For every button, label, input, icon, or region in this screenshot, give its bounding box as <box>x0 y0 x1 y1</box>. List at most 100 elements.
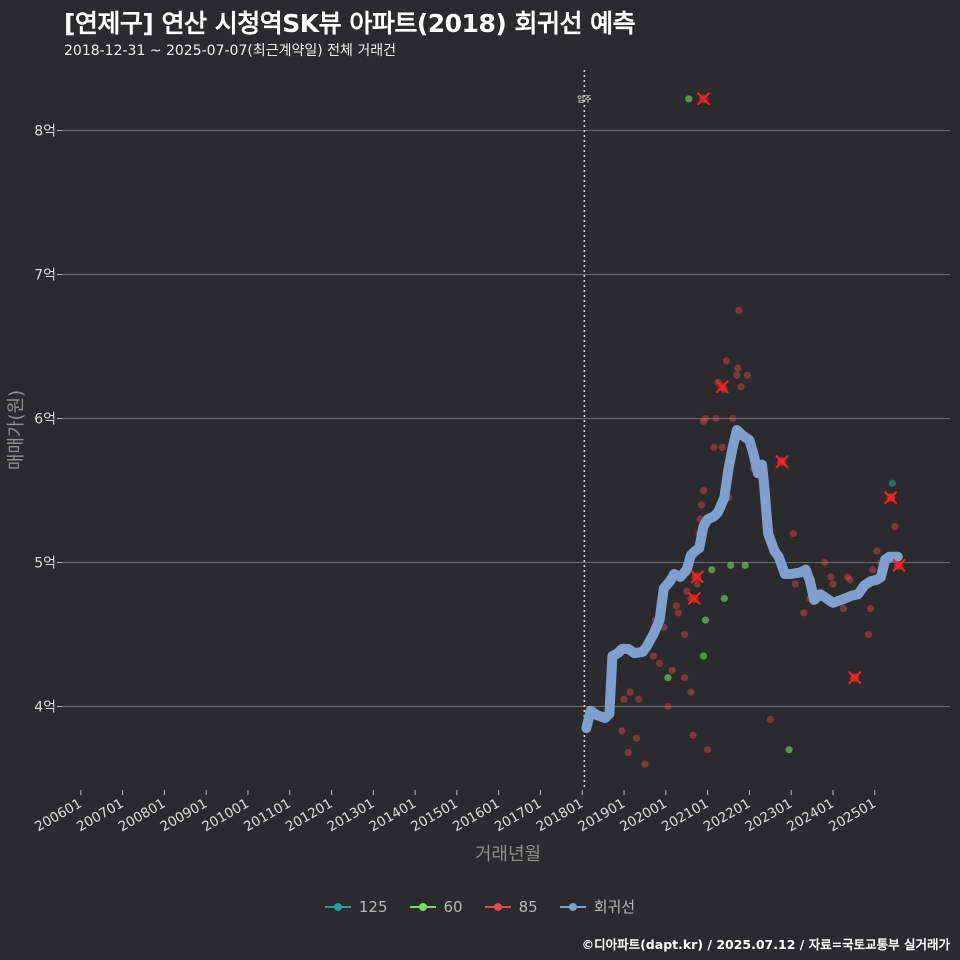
y-tick-label-0: 4억 <box>34 699 56 715</box>
x-tick-label-7: 201301 <box>325 796 378 836</box>
point-85-27 <box>699 486 708 495</box>
legend-item-60: 60 <box>409 896 463 917</box>
point-125-0 <box>888 479 896 487</box>
y-tick-label-2: 6억 <box>34 411 56 427</box>
point-85-40 <box>734 364 742 372</box>
point-85-19 <box>687 688 695 696</box>
axis-labels: 거래년월 매매가(원) <box>6 390 541 865</box>
point-85-56 <box>839 604 848 613</box>
x-tick-label-3: 200901 <box>158 796 211 836</box>
point-85-22 <box>693 580 701 588</box>
point-85-26 <box>697 501 705 509</box>
x-tick-label-16: 202201 <box>701 796 754 836</box>
x-tick-label-13: 201901 <box>575 796 628 836</box>
chart-subtitle: 2018-12-31 ~ 2025-07-07(최근계약일) 전체 거래건 <box>64 43 396 59</box>
y-axis-ticks: 4억 5억 6억 7억 8억 <box>34 123 62 715</box>
point-85-8 <box>655 659 664 667</box>
x-tick-label-19: 202501 <box>826 796 879 836</box>
point-85-57 <box>844 573 852 581</box>
point-85-61 <box>867 604 875 613</box>
legend-item-85: 85 <box>484 896 538 917</box>
highlight-mark-0 <box>696 92 711 106</box>
point-85-63 <box>873 547 881 555</box>
y-tick-label-4: 8억 <box>34 123 56 139</box>
point-60-8 <box>785 746 793 754</box>
point-85-11 <box>664 702 672 711</box>
x-axis-ticks: 2006012007012008012009012010012011012012… <box>32 790 879 835</box>
point-85-62 <box>869 566 877 574</box>
source-caption: ©디아파트(dapt.kr) / 2025.07.12 / 자료=국토교통부 실… <box>581 937 950 952</box>
highlight-x-5 <box>848 670 862 685</box>
point-85-3 <box>624 748 632 757</box>
highlight-x-4 <box>775 454 789 469</box>
legend: 125 60 85 회귀선 <box>0 896 960 917</box>
move-in-line: 입주 <box>577 70 592 790</box>
point-85-6 <box>641 760 649 768</box>
highlight-x-7 <box>892 558 906 573</box>
highlight-mark-1 <box>690 570 704 584</box>
point-85-49 <box>789 530 797 538</box>
point-85-14 <box>674 609 682 617</box>
point-85-2 <box>618 727 626 735</box>
point-85-4 <box>632 734 641 742</box>
x-tick-label-14: 202001 <box>617 796 670 836</box>
point-60-6 <box>727 561 735 569</box>
grid-lines <box>62 129 950 707</box>
highlight-marks <box>687 92 906 685</box>
point-60-0 <box>685 95 693 103</box>
point-85-43 <box>743 371 751 379</box>
point-85-15 <box>681 630 689 639</box>
point-60-2 <box>699 652 708 660</box>
point-85-12 <box>668 666 676 675</box>
point-85-29 <box>701 414 710 423</box>
point-85-41 <box>735 306 743 315</box>
legend-label-regression: 회귀선 <box>593 898 636 916</box>
point-60-1 <box>664 674 672 682</box>
x-tick-label-5: 201101 <box>241 796 294 836</box>
point-85-16 <box>681 674 689 682</box>
highlight-mark-5 <box>848 670 862 685</box>
x-tick-label-0: 200601 <box>32 796 85 836</box>
regression-line-group <box>581 425 903 734</box>
point-85-20 <box>689 731 697 739</box>
y-tick-label-1: 5억 <box>34 555 56 571</box>
point-85-5 <box>635 695 643 703</box>
point-85-36 <box>722 357 731 365</box>
highlight-x-1 <box>690 570 704 584</box>
point-60-5 <box>720 594 728 603</box>
point-85-58 <box>846 576 854 584</box>
y-tick-label-3: 7억 <box>34 267 56 283</box>
point-85-51 <box>800 609 808 617</box>
point-85-7 <box>649 652 657 660</box>
x-tick-label-11: 201701 <box>492 796 545 836</box>
point-60-4 <box>708 566 716 574</box>
scatter-points <box>618 95 902 768</box>
point-85-66 <box>891 522 899 531</box>
x-tick-label-1: 200701 <box>74 796 127 836</box>
highlight-x-3 <box>715 380 729 394</box>
point-85-38 <box>729 414 737 423</box>
x-tick-label-2: 200801 <box>116 796 169 836</box>
x-tick-label-9: 201501 <box>408 796 461 836</box>
x-tick-label-18: 202401 <box>784 796 837 836</box>
x-axis-title: 거래년월 <box>475 844 541 865</box>
regression-line <box>581 425 903 734</box>
legend-label-85: 85 <box>518 897 538 916</box>
point-85-0 <box>620 695 628 703</box>
point-85-31 <box>710 443 718 451</box>
chart-title: [연제구] 연산 시청역SK뷰 아파트(2018) 회귀선 예측 <box>64 9 636 38</box>
highlight-mark-4 <box>775 454 789 469</box>
move-in-label: 입주 <box>577 95 592 104</box>
legend-label-125: 125 <box>358 897 388 916</box>
point-85-28 <box>699 417 708 425</box>
x-tick-label-17: 202301 <box>743 796 796 836</box>
x-tick-label-4: 201001 <box>199 796 252 836</box>
legend-item-125: 125 <box>324 896 388 917</box>
point-85-34 <box>718 443 726 451</box>
x-tick-label-15: 202101 <box>659 796 712 836</box>
legend-label-60: 60 <box>443 897 463 916</box>
point-85-13 <box>672 602 680 610</box>
x-tick-label-10: 201601 <box>450 796 503 836</box>
point-85-30 <box>704 746 712 754</box>
point-85-50 <box>791 580 799 588</box>
